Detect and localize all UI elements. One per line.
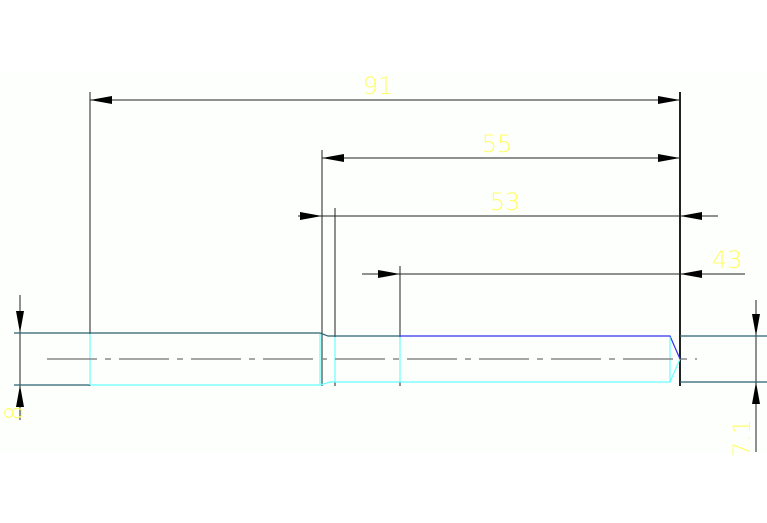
arrow-icon bbox=[322, 154, 344, 162]
dim-text-7-1: 7.1 bbox=[728, 419, 756, 457]
arrow-icon bbox=[680, 212, 702, 220]
dim-text-8: 8 bbox=[0, 405, 28, 420]
drawing-area bbox=[0, 71, 767, 452]
dimension-texts: 91 55 53 43 8 7.1 bbox=[0, 72, 756, 457]
arrowheads bbox=[16, 96, 760, 407]
arrow-icon bbox=[90, 96, 112, 104]
arrow-icon bbox=[752, 314, 760, 336]
arrow-icon bbox=[16, 311, 24, 333]
dim-text-53: 53 bbox=[490, 188, 521, 216]
arrow-icon bbox=[658, 96, 680, 104]
dim-text-55: 55 bbox=[482, 130, 513, 158]
arrow-icon bbox=[658, 154, 680, 162]
arrow-icon bbox=[16, 385, 24, 407]
arrow-icon bbox=[752, 382, 760, 404]
arrow-icon bbox=[300, 212, 322, 220]
arrow-icon bbox=[378, 270, 400, 278]
arrow-icon bbox=[680, 270, 702, 278]
highlighted-edge bbox=[400, 335, 681, 360]
part-outline bbox=[14, 332, 767, 386]
dim-text-43: 43 bbox=[712, 246, 743, 274]
dim-text-91: 91 bbox=[363, 72, 394, 100]
